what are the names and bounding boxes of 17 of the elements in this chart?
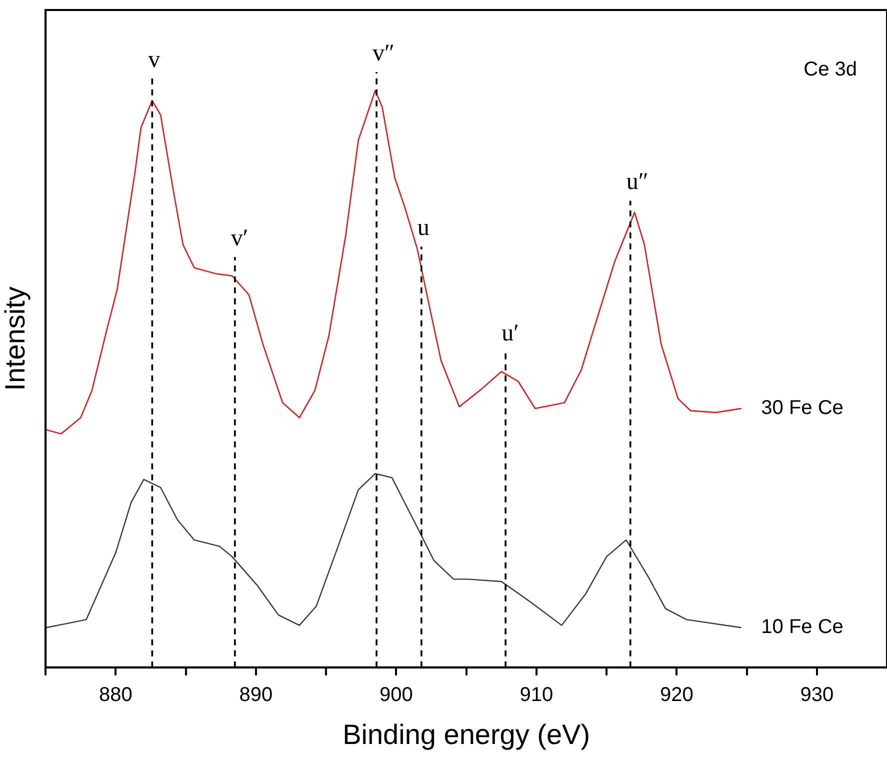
ref-line-label: v	[148, 46, 160, 73]
x-tick-label: 890	[239, 684, 273, 706]
y-axis-title: Intensity	[0, 286, 31, 391]
ref-line-label: u″	[626, 169, 648, 196]
ref-line-label: v″	[372, 40, 395, 66]
ref-line-label: v′	[230, 225, 248, 252]
ref-line-label: u	[417, 214, 430, 241]
x-tick-label: 910	[520, 684, 554, 706]
x-tick-label: 900	[379, 684, 413, 706]
x-tick-label: 920	[660, 684, 694, 706]
ref-line-label: u′	[502, 320, 519, 346]
x-axis-title: Binding energy (eV)	[342, 718, 590, 750]
series-label: 10 Fe Ce	[761, 616, 844, 638]
series-label: 30 Fe Ce	[761, 396, 844, 419]
text: Ce 3d	[804, 58, 857, 81]
x-tick-label: 880	[99, 684, 132, 706]
x-tick-label: 930	[800, 684, 834, 706]
